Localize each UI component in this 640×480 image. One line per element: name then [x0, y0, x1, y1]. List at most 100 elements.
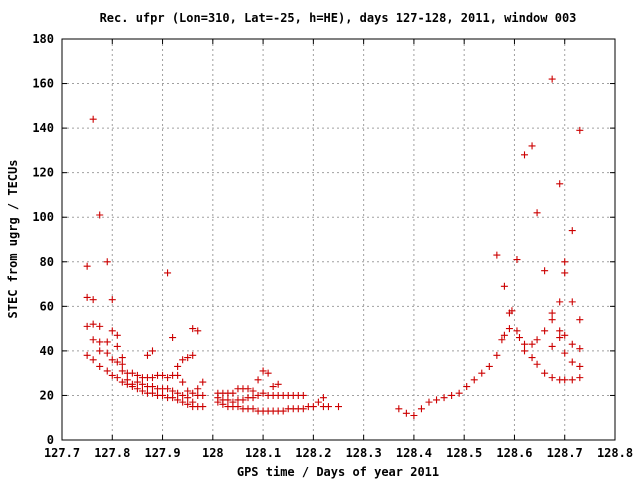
data-point — [113, 374, 121, 382]
plot-frame — [61, 38, 616, 441]
data-point — [118, 378, 126, 386]
data-point — [521, 340, 529, 348]
data-point — [138, 387, 146, 395]
data-point — [103, 349, 111, 357]
data-point — [548, 75, 556, 83]
x-tick-label: 127.7 — [44, 446, 80, 460]
data-point — [108, 356, 116, 364]
data-point — [199, 391, 207, 399]
y-tick-label: 20 — [40, 388, 54, 402]
data-point — [103, 338, 111, 346]
data-point — [309, 403, 317, 411]
data-point — [244, 385, 252, 393]
data-point — [103, 258, 111, 266]
data-point — [96, 338, 104, 346]
data-point — [179, 391, 187, 399]
data-point — [576, 316, 584, 324]
data-point — [108, 371, 116, 379]
data-point — [319, 394, 327, 402]
data-point — [576, 362, 584, 370]
data-point — [314, 398, 322, 406]
data-point — [138, 380, 146, 388]
data-point — [174, 396, 182, 404]
data-point — [455, 389, 463, 397]
data-point — [568, 358, 576, 366]
data-point — [324, 403, 332, 411]
data-point — [254, 376, 262, 384]
data-point — [254, 391, 262, 399]
x-tick-label: 128.6 — [496, 446, 532, 460]
data-point — [548, 309, 556, 317]
data-point — [179, 398, 187, 406]
x-tick-label: 128.7 — [547, 446, 583, 460]
data-point — [556, 298, 564, 306]
data-point — [493, 351, 501, 359]
data-point — [548, 342, 556, 350]
data-point — [259, 367, 267, 375]
data-point — [521, 347, 529, 355]
data-point — [556, 180, 564, 188]
data-point — [148, 389, 156, 397]
data-point — [299, 405, 307, 413]
data-point — [541, 327, 549, 335]
data-point — [556, 334, 564, 342]
data-point — [576, 126, 584, 134]
data-point — [214, 398, 222, 406]
data-point — [133, 371, 141, 379]
data-point — [113, 342, 121, 350]
data-point — [249, 405, 257, 413]
data-point — [189, 351, 197, 359]
data-point — [561, 376, 569, 384]
data-point — [335, 403, 342, 411]
data-point — [505, 325, 513, 333]
data-point — [96, 347, 104, 355]
x-tick-label: 128.5 — [446, 446, 482, 460]
data-point — [556, 327, 564, 335]
data-point — [463, 383, 471, 391]
data-point — [561, 258, 569, 266]
x-tick-label: 128 — [202, 446, 224, 460]
data-point — [199, 403, 207, 411]
y-tick-label: 180 — [32, 32, 54, 46]
data-point — [528, 142, 536, 150]
data-point — [184, 387, 192, 395]
data-point — [199, 378, 207, 386]
data-point — [515, 334, 523, 342]
data-point — [508, 307, 516, 315]
data-point — [164, 374, 172, 382]
y-axis-label: STEC from ugrg / TECUs — [6, 160, 20, 319]
data-point — [576, 345, 584, 353]
data-point — [417, 405, 425, 413]
x-tick-label: 127.9 — [144, 446, 180, 460]
data-point — [179, 378, 187, 386]
data-point — [500, 282, 508, 290]
y-tick-label: 60 — [40, 299, 54, 313]
y-tick-label: 160 — [32, 77, 54, 91]
data-point — [561, 331, 569, 339]
y-tick-label: 120 — [32, 166, 54, 180]
data-point — [83, 262, 91, 270]
data-point — [533, 336, 541, 344]
data-point — [118, 367, 126, 375]
data-point — [234, 403, 242, 411]
x-tick-label: 127.8 — [94, 446, 130, 460]
data-point — [568, 376, 576, 384]
data-point — [174, 362, 182, 370]
data-point — [133, 378, 141, 386]
data-point — [249, 387, 257, 395]
y-tick-label: 40 — [40, 344, 54, 358]
data-point — [279, 407, 287, 415]
data-point — [96, 362, 104, 370]
data-point — [561, 349, 569, 357]
data-point — [224, 396, 232, 404]
data-point — [169, 334, 177, 342]
data-point — [159, 371, 167, 379]
y-tick-label: 100 — [32, 210, 54, 224]
data-point — [239, 396, 247, 404]
data-point — [513, 327, 521, 335]
data-point — [568, 298, 576, 306]
data-point — [169, 387, 177, 395]
data-point — [179, 356, 187, 364]
data-point — [189, 325, 197, 333]
